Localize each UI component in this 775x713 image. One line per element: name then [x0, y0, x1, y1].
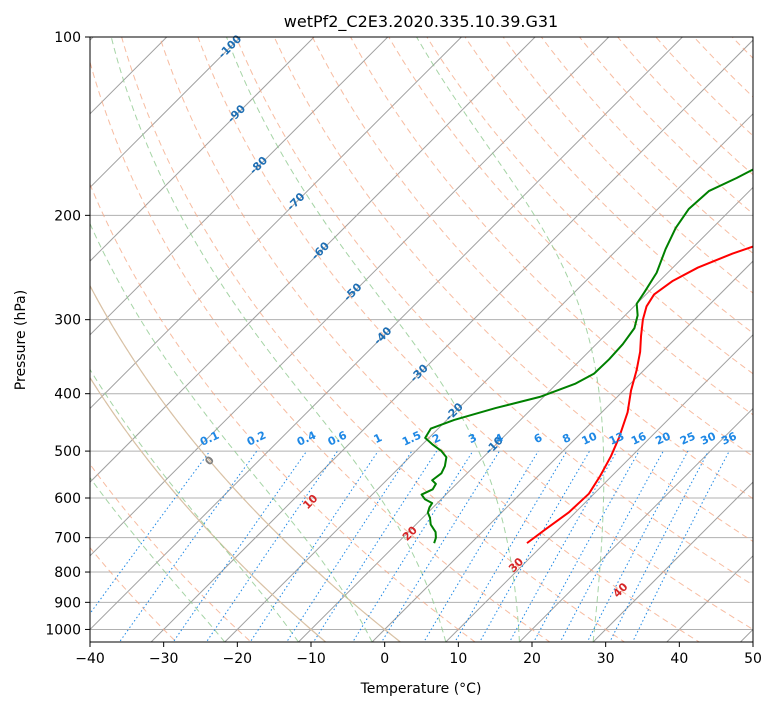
dry-adiabat-reference-line	[90, 376, 327, 642]
mixing-ratio-line	[533, 450, 640, 642]
y-axis-ticks: 100 200 300 400 500 600 700 800 900 1000	[45, 30, 90, 638]
mixing-ratio-line	[508, 450, 618, 642]
dry-adiabat-line	[121, 37, 626, 642]
mixing-ratio-line	[586, 450, 689, 642]
dry-adiabat-line	[655, 37, 753, 137]
isotherm-lines	[90, 37, 753, 642]
mixing-ratio-line	[352, 450, 474, 642]
x-tick-label: −40	[75, 651, 105, 667]
mixing-ratio-label: 30	[699, 429, 719, 447]
moist-adiabat-line	[90, 476, 226, 642]
dry-adiabat-line	[90, 60, 551, 642]
plot-frame	[89, 36, 754, 643]
moist-adiabat-line	[226, 37, 520, 642]
x-tick-label: −30	[149, 651, 179, 667]
mixing-ratio-label: 13	[607, 430, 626, 448]
moist-adiabat-lines	[90, 37, 605, 642]
sounding-profiles	[420, 168, 753, 544]
isotherm-line	[90, 37, 242, 189]
mixing-ratio-label: 10	[580, 429, 600, 447]
y-tick-label: 400	[54, 387, 81, 403]
dry-adiabat-line	[426, 37, 753, 375]
dry-adiabat-line	[273, 37, 753, 543]
x-tick-label: 50	[744, 651, 762, 667]
mixing-ratio-line	[118, 450, 258, 642]
isotherm-line	[518, 407, 753, 642]
isotherm-line	[90, 37, 315, 262]
isotherm-line	[90, 37, 610, 557]
moist-adiabat-line	[90, 222, 373, 642]
mixing-ratio-label: 16	[629, 429, 649, 447]
dry-adiabat-line	[235, 37, 753, 586]
mixing-ratio-label: 36	[719, 429, 739, 447]
mixing-ratio-lines	[90, 450, 730, 642]
dry-adiabat-lines	[90, 37, 753, 642]
moist-adiabat-line	[110, 37, 447, 642]
dry-adiabat-line	[502, 37, 753, 294]
dry-adiabat-reference-line	[90, 284, 402, 642]
x-axis-label: Temperature (°C)	[360, 681, 482, 697]
pressure-gridlines	[90, 37, 753, 630]
mixing-ratio-line	[559, 450, 664, 642]
mixing-ratio-label: 20	[653, 429, 673, 447]
isotherm-line	[297, 186, 753, 642]
isotherm-line	[90, 37, 684, 631]
y-axis-label: Pressure (hPa)	[13, 290, 29, 390]
mixing-ratio-line	[286, 450, 413, 642]
x-tick-label: −10	[296, 651, 326, 667]
x-tick-label: 30	[597, 651, 615, 667]
dry-adiabat-line	[350, 37, 753, 457]
isotherm-line	[90, 37, 463, 410]
mixing-ratio-line	[423, 450, 539, 642]
y-tick-label: 200	[54, 208, 81, 224]
y-tick-label: 600	[54, 491, 81, 507]
chart-title: wetPf2_C2E3.2020.335.10.39.G31	[284, 12, 558, 32]
mixing-ratio-label: 25	[678, 430, 697, 448]
x-tick-label: 20	[523, 651, 541, 667]
y-tick-label: 800	[54, 565, 81, 581]
mixing-ratio-line	[454, 450, 568, 642]
y-tick-label: 900	[54, 595, 81, 611]
dry-adiabat-line	[464, 37, 753, 334]
mixing-ratio-line	[205, 450, 338, 642]
mixing-ratio-line	[479, 450, 591, 642]
isotherm-line	[90, 37, 389, 336]
x-tick-label: 0	[380, 651, 389, 667]
dry-adiabat-line	[90, 546, 177, 642]
moist-adiabat-line	[90, 368, 299, 642]
mixing-ratio-line	[90, 450, 211, 615]
y-tick-label: 300	[54, 313, 81, 329]
x-tick-label: −20	[223, 651, 253, 667]
dewpoint-profile-line	[420, 168, 753, 544]
mixing-ratio-line	[312, 450, 438, 642]
y-tick-label: 500	[54, 444, 81, 460]
mixing-ratio-line	[381, 450, 500, 642]
isotherm-line	[90, 37, 536, 483]
x-axis-ticks: −40 −30 −20 −10 0 10 20 30 40 50	[75, 642, 762, 667]
y-tick-label: 700	[54, 531, 81, 547]
isotherm-line	[371, 260, 753, 642]
isotherm-line	[224, 113, 753, 642]
x-tick-label: 40	[670, 651, 688, 667]
moist-adiabat-line	[416, 37, 605, 642]
isotherm-line	[445, 334, 753, 642]
temperature-profile-line	[526, 245, 753, 544]
y-tick-label: 100	[54, 30, 81, 46]
isotherm-line	[150, 39, 753, 642]
dry-adiabat-line	[197, 37, 753, 631]
mixing-ratio-line	[249, 450, 379, 642]
y-tick-label: 1000	[45, 622, 81, 638]
isotherm-line	[592, 481, 753, 642]
x-tick-label: 10	[449, 651, 467, 667]
